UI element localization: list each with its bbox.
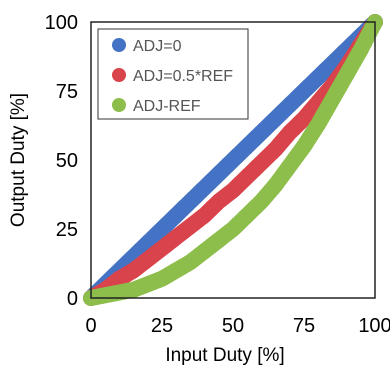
legend-marker — [112, 68, 126, 82]
legend-marker — [112, 98, 126, 112]
x-tick-label: 75 — [293, 315, 315, 337]
y-tick-label: 25 — [56, 219, 78, 241]
legend-label: ADJ-REF — [133, 98, 201, 115]
legend-item: ADJ-REF — [112, 98, 201, 115]
y-tick-label: 0 — [67, 288, 78, 310]
y-tick-label: 75 — [56, 81, 78, 103]
x-tick-label: 25 — [151, 315, 173, 337]
y-axis-label: Output Duty [%] — [8, 93, 29, 227]
y-tick-label: 50 — [56, 150, 78, 172]
tick-labels: 0 25 50 75 100 0 25 50 75 100 — [45, 12, 390, 337]
x-tick-label: 50 — [222, 315, 244, 337]
legend-label: ADJ=0 — [133, 38, 182, 55]
y-tick-label: 100 — [45, 12, 78, 34]
series-layer — [83, 14, 383, 306]
x-tick-label: 0 — [85, 315, 96, 337]
plot-area-frame — [90, 21, 376, 299]
series-3 — [83, 14, 383, 306]
legend-marker — [112, 38, 126, 52]
legend-label: ADJ=0.5*REF — [133, 68, 233, 85]
x-axis-label: Input Duty [%] — [165, 345, 284, 366]
legend: ADJ=0 ADJ=0.5*REF ADJ-REF — [97, 28, 249, 120]
x-tick-label: 100 — [358, 315, 390, 337]
legend-item: ADJ=0.5*REF — [112, 68, 233, 85]
legend-item: ADJ=0 — [112, 38, 182, 55]
